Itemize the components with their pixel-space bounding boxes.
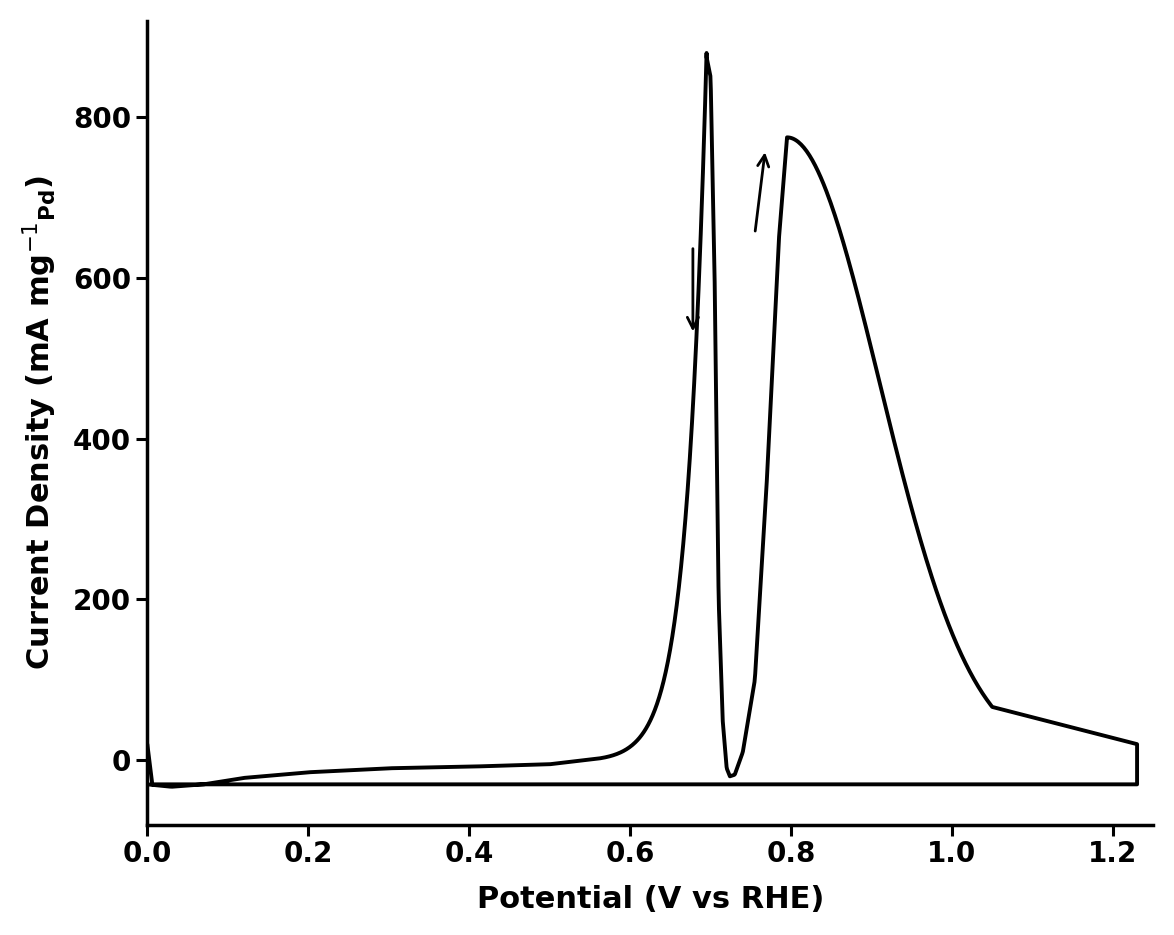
X-axis label: Potential (V vs RHE): Potential (V vs RHE) [477,885,824,914]
Y-axis label: Current Density (mA mg$^{-1}$$_{\mathbf{Pd}}$): Current Density (mA mg$^{-1}$$_{\mathbf{… [21,175,60,670]
